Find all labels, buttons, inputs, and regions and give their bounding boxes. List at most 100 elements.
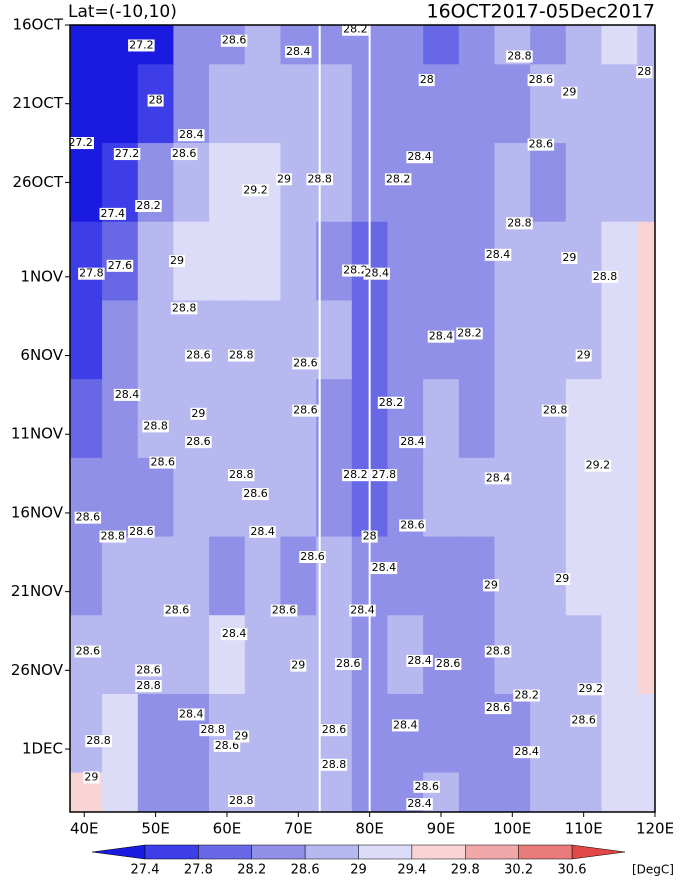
- cell: [637, 221, 656, 301]
- cell: [423, 615, 460, 695]
- contour-label: 28.6: [571, 714, 596, 727]
- cell: [209, 379, 246, 459]
- contour-label: 28.8: [136, 679, 161, 692]
- contour-label: 29.2: [586, 459, 611, 472]
- contour-label-box: [276, 173, 293, 186]
- contour-label: 28.2: [457, 327, 482, 340]
- contour-label: 28: [420, 73, 434, 86]
- contour-label: 28.4: [179, 128, 204, 141]
- cell: [137, 300, 174, 380]
- cell: [565, 300, 602, 380]
- contour-label-box: [513, 689, 540, 702]
- contour-label: 28.4: [407, 797, 432, 810]
- contour-label-box: [74, 511, 102, 524]
- contour-label-box: [320, 758, 348, 771]
- cell: [637, 379, 656, 459]
- contour-label-box: [342, 264, 369, 277]
- contour-label: 28.6: [76, 644, 101, 657]
- cell: [280, 379, 317, 459]
- cell: [102, 300, 139, 380]
- contour-label-box: [170, 148, 198, 161]
- contour-label: 28.2: [514, 689, 539, 702]
- contour-label: 27.8: [372, 468, 397, 481]
- contour-label: 28.6: [529, 73, 554, 86]
- contour-label-box: [406, 798, 433, 811]
- cell: [494, 221, 531, 301]
- contour-label-box: [233, 730, 250, 743]
- contour-label-box: [361, 530, 378, 543]
- contour-label: 28.4: [365, 267, 390, 280]
- colorbar-label: 29: [350, 863, 367, 878]
- contour-label-box: [85, 735, 112, 748]
- cell: [530, 772, 567, 813]
- contour-label: 27.2: [68, 136, 93, 149]
- cell: [601, 693, 638, 774]
- cell: [244, 300, 281, 380]
- colorbar-box: [304, 844, 359, 860]
- cell: [173, 536, 210, 616]
- contour-label-box: [178, 708, 205, 721]
- contour-label: 28.4: [407, 654, 432, 667]
- cell: [530, 25, 567, 65]
- contour-label-box: [199, 724, 226, 737]
- cell: [565, 379, 602, 459]
- contour-label: 28.8: [172, 301, 197, 314]
- cell: [387, 221, 424, 301]
- cell: [387, 64, 424, 144]
- y-tick-label: 21NOV: [11, 582, 64, 600]
- contour-label: 29: [562, 86, 576, 99]
- contour-label: 28.8: [200, 723, 225, 736]
- cell: [494, 536, 531, 616]
- cell: [423, 536, 460, 616]
- contour-label-box: [377, 396, 405, 409]
- contour-label-box: [149, 456, 176, 469]
- contour-label-box: [190, 407, 207, 420]
- contour-label-box: [242, 184, 269, 197]
- cell: [209, 64, 246, 144]
- cell: [137, 457, 174, 538]
- cell: [387, 25, 424, 65]
- contour-label-box: [249, 525, 276, 538]
- contour-label-box: [370, 562, 398, 575]
- contour-label: 28.6: [336, 657, 361, 670]
- colorbar-max: [571, 844, 626, 860]
- contour-label-box: [170, 302, 198, 315]
- contour-label: 28.6: [150, 456, 175, 469]
- cell: [565, 536, 602, 616]
- contour-label: 28.8: [507, 216, 532, 229]
- contour-label: 28.4: [250, 525, 275, 538]
- cell: [637, 300, 656, 380]
- contour-label-box: [513, 746, 540, 759]
- contour-label-box: [292, 404, 319, 417]
- contour-label-box: [106, 259, 134, 272]
- contour-label: 27.2: [129, 38, 154, 51]
- cell: [637, 693, 656, 774]
- cell: [423, 693, 460, 774]
- contour-label: 28.6: [165, 604, 190, 617]
- cell: [530, 221, 567, 301]
- cell: [280, 693, 317, 774]
- y-tick-label: 26OCT: [12, 173, 63, 191]
- contour-label: 28.6: [136, 663, 161, 676]
- contour-label-box: [213, 739, 241, 752]
- contour-label: 28.4: [400, 435, 425, 448]
- y-tick-label: 26NOV: [11, 661, 64, 679]
- cell: [387, 615, 424, 695]
- x-tick-label: 60E: [213, 820, 242, 838]
- contour-label: 29: [484, 578, 498, 591]
- cell: [458, 143, 495, 223]
- cell: [209, 536, 246, 616]
- contour-label-box: [142, 420, 169, 433]
- contour-label: 28.8: [543, 404, 568, 417]
- contour-label-box: [163, 604, 191, 617]
- cell: [102, 64, 139, 144]
- contour-label: 28.8: [86, 734, 111, 747]
- contour-label: 29: [291, 659, 305, 672]
- cell: [601, 64, 638, 144]
- cell: [387, 693, 424, 774]
- cell: [137, 693, 174, 774]
- cell: [244, 615, 281, 695]
- contour-label: 28.6: [293, 404, 318, 417]
- contour-label-box: [185, 349, 212, 362]
- contour-label-box: [392, 719, 419, 732]
